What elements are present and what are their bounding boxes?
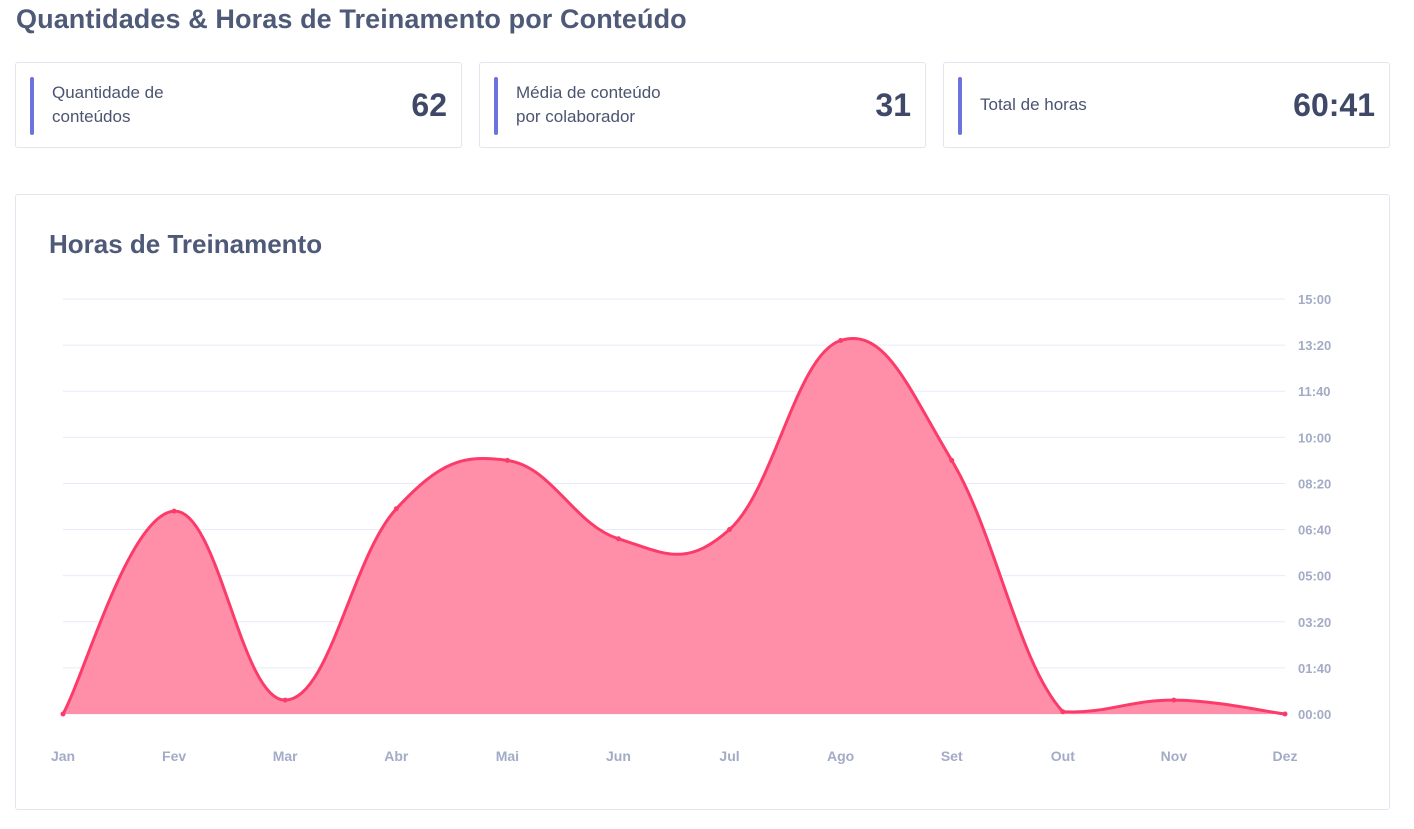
x-tick-label: Set [941,748,963,764]
data-point [393,506,399,512]
chart-title: Horas de Treinamento [49,229,323,259]
data-point [171,508,177,514]
stat-label: Total de horas [980,95,1087,114]
stat-card-total-hours: Total de horas 60:41 [943,62,1390,148]
y-tick-label: 11:40 [1298,384,1331,399]
x-tick-label: Ago [827,748,854,764]
x-tick-label: Fev [162,748,186,764]
stat-label: Média de conteúdo por colaborador [516,83,661,126]
y-tick-label: 01:40 [1298,661,1331,676]
page-title: Quantidades & Horas de Treinamento por C… [16,4,687,34]
card-accent-bar [494,77,498,135]
stat-card-content-count: Quantidade de conteúdos 62 [15,62,462,148]
data-point [1060,709,1066,715]
data-point [1282,711,1288,717]
data-point [1171,697,1177,703]
y-tick-label: 00:00 [1298,707,1331,722]
stat-value: 31 [875,86,911,123]
data-point [282,697,288,703]
x-tick-label: Jan [51,748,75,764]
y-tick-label: 05:00 [1298,569,1331,584]
x-tick-label: Dez [1273,748,1298,764]
stat-card-average-content: Média de conteúdo por colaborador 31 [479,62,926,148]
y-tick-label: 03:20 [1298,615,1331,630]
series-area [63,338,1285,714]
x-tick-label: Nov [1161,748,1188,764]
data-point [727,527,733,533]
y-tick-label: 10:00 [1298,430,1331,445]
y-tick-label: 15:00 [1298,292,1331,307]
series-line [61,337,1286,716]
data-point [838,338,844,343]
y-tick-label: 13:20 [1298,338,1331,353]
stat-value: 62 [411,86,447,123]
data-point [60,711,66,717]
x-tick-label: Jul [719,748,739,764]
x-tick-label: Abr [384,748,409,764]
stat-label: Quantidade de conteúdos [52,83,164,126]
stat-value: 60:41 [1293,86,1375,123]
x-tick-label: Mar [273,748,298,764]
x-tick-label: Out [1051,748,1075,764]
data-point [504,457,510,463]
x-tick-label: Mai [496,748,519,764]
card-accent-bar [958,77,962,135]
card-accent-bar [30,77,34,135]
data-point [615,536,621,542]
data-point [949,457,955,463]
x-tick-label: Jun [606,748,631,764]
training-hours-chart: 00:00 01:40 03:20 05:00 06:40 08:20 10:00 11:40… [51,292,1331,764]
y-tick-label: 06:40 [1298,523,1331,538]
chart-panel: Horas de Treinamento 00:00 01:40 03:20 05:0… [15,194,1390,810]
y-tick-label: 08:20 [1298,476,1331,491]
